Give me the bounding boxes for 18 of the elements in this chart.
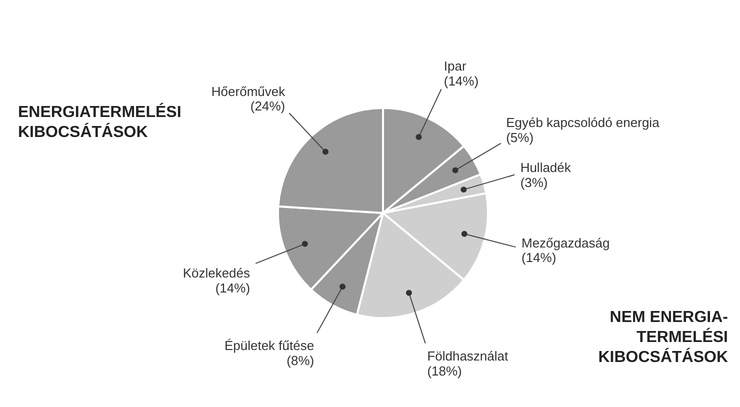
slice-label: Közlekedés [182,265,251,280]
data-label: (18%) [427,364,462,379]
data-label: (3%) [520,174,548,190]
data-label: (24%) [250,98,286,114]
slice-label: Egyéb kapcsolódó energia [506,115,660,130]
data-label: (8%) [286,352,314,368]
slice-label: Hulladék [520,160,572,175]
slice-label: Épületek fűtése [224,338,314,354]
data-label: (5%) [506,130,534,146]
slice-label: Földhasználat [427,348,509,364]
data-label: (14%) [522,250,556,266]
data-label: (14%) [444,74,479,89]
slice-label: Mezőgazdaság [522,235,610,250]
text: ENERGIATERMELÉSI KIBOCSÁTÁSOK [18,103,182,143]
slice-label: Ipar [444,58,467,74]
slice-label: Hőerőművek [211,84,286,99]
text: NEM ENERGIA-TERMELÉSI KIBOCSÁTÁSOK [597,308,728,368]
data-label: (14%) [215,280,250,296]
